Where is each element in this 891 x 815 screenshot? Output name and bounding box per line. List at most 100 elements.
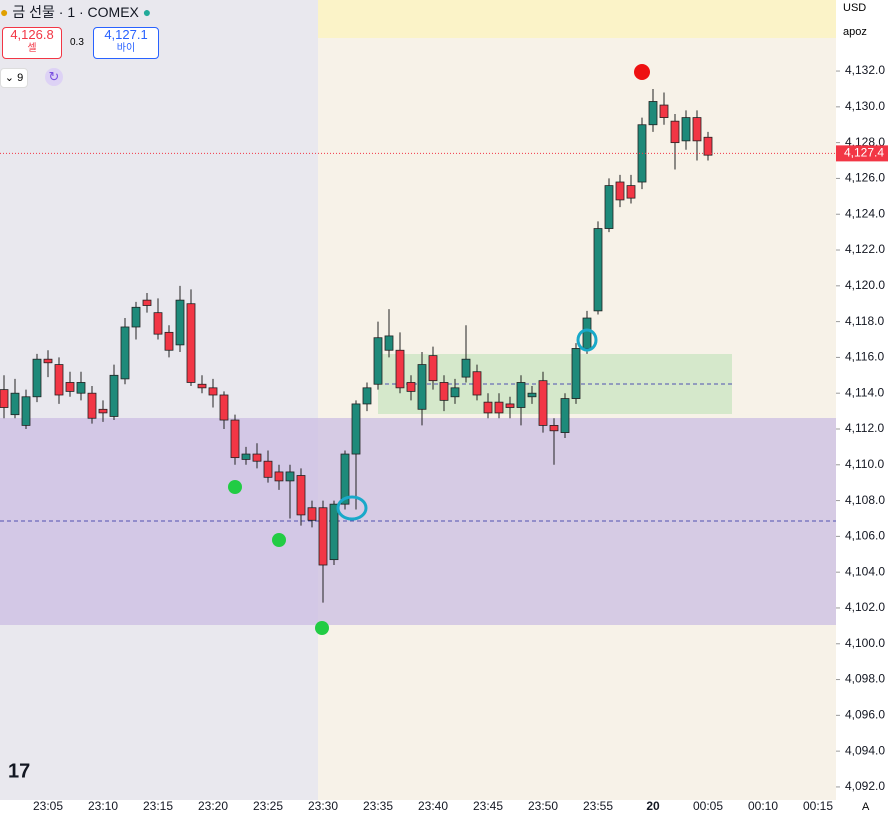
x-tick-label: 23:35	[363, 799, 393, 813]
candle-body	[505, 403, 515, 408]
y-tick-label: 4,118.0	[845, 314, 884, 328]
x-tick-label: 23:10	[88, 799, 118, 813]
candle-body	[395, 349, 405, 389]
candle-body	[703, 136, 713, 156]
y-tick-label: 4,100.0	[845, 636, 885, 650]
sell-label: 셀	[27, 43, 37, 54]
y-tick-label: 4,124.0	[845, 206, 885, 220]
candle-body	[582, 317, 592, 349]
candle-body	[417, 364, 427, 410]
x-tick-label: 20	[646, 799, 660, 813]
candle-body	[560, 398, 570, 433]
currency[interactable]: USD	[843, 2, 867, 14]
candle-body	[10, 392, 20, 416]
candle-body	[351, 403, 361, 455]
x-tick-label: 23:20	[198, 799, 228, 813]
y-tick-label: 4,116.0	[845, 350, 884, 364]
x-tick-label: 00:10	[748, 799, 778, 813]
candle-body	[142, 299, 152, 306]
icon: ●	[0, 4, 9, 20]
candle-body	[494, 401, 504, 414]
candle-body	[681, 117, 691, 142]
candle-body	[461, 358, 471, 378]
candle-body	[54, 364, 64, 396]
buy-button[interactable]: 4,127.1 바이	[93, 27, 159, 59]
y-tick-label: 4,108.0	[845, 493, 885, 507]
candle-body	[472, 371, 482, 396]
candle-body	[571, 348, 581, 399]
y-tick-label: 4,126.0	[845, 171, 885, 185]
sell-button[interactable]: 4,126.8 셀	[2, 27, 62, 59]
buy-label: 바이	[116, 43, 136, 54]
candle-body	[120, 326, 130, 380]
signal-ring	[336, 495, 368, 521]
candle-body	[527, 392, 537, 398]
candle-body	[263, 460, 273, 478]
scale-menu[interactable]: apoz	[843, 26, 867, 38]
candle-body	[252, 453, 262, 462]
candle-body	[164, 331, 174, 351]
y-tick-label: 4,120.0	[845, 278, 885, 292]
plot-area	[0, 88, 836, 603]
x-tick-label: 23:45	[473, 799, 503, 813]
candle-body	[43, 358, 53, 364]
candle-body	[659, 104, 669, 118]
candle-body	[648, 101, 658, 126]
candle-body	[373, 337, 383, 385]
candle-body	[483, 401, 493, 414]
x-tick-label: 23:25	[253, 799, 283, 813]
candle-body	[307, 507, 317, 521]
candle-body	[329, 503, 339, 561]
x-tick-label: 23:55	[583, 799, 613, 813]
candle-body	[549, 425, 559, 432]
badge: 9	[17, 72, 24, 84]
x-tick-label: 00:15	[803, 799, 833, 813]
candle-body	[340, 453, 350, 505]
y-tick-label: 4,114.0	[845, 385, 884, 399]
y-tick-label: 4,104.0	[845, 564, 885, 578]
signal-dot	[315, 621, 329, 635]
candle-body	[32, 358, 42, 398]
y-tick-label: 4,110.0	[845, 457, 884, 471]
candle-body	[0, 389, 9, 408]
indicator-toggle[interactable]: ⌄ 9	[0, 68, 28, 88]
x-tick-label: 23:30	[308, 799, 338, 813]
session-shade	[0, 0, 318, 800]
title: 금 선물 · 1 · COMEX	[12, 4, 139, 20]
x-tick-label: 23:50	[528, 799, 558, 813]
status: ●	[142, 4, 152, 20]
candle-body	[450, 387, 460, 398]
logo: 17	[8, 760, 30, 782]
candle-body	[21, 396, 31, 426]
candle-body	[87, 392, 97, 419]
y-tick-label: 4,092.0	[845, 779, 885, 793]
refresh-button[interactable]: ↻	[45, 68, 63, 86]
y-tick-label: 4,096.0	[845, 708, 885, 722]
x-tick-label: 00:05	[693, 799, 723, 813]
candle-body	[65, 382, 75, 392]
candle-body	[692, 117, 702, 142]
candle-body	[538, 380, 548, 426]
candle-body	[626, 185, 636, 199]
candle-body	[516, 382, 526, 408]
candle-body	[406, 382, 416, 392]
auto-scale[interactable]: A	[862, 801, 870, 813]
signal-dot	[272, 533, 286, 547]
time-axis	[0, 800, 836, 815]
axes: 4,092.0 4,094.0 4,096.0 4,098.0 4,100.0 4,102…	[33, 63, 888, 813]
sell-price: 4,126.8	[10, 27, 54, 42]
candle-body	[274, 471, 284, 482]
signal-ring	[576, 328, 598, 352]
price-axis	[836, 0, 891, 815]
candle-body	[153, 312, 163, 335]
candle-body	[219, 394, 229, 421]
candle-body	[362, 387, 372, 405]
candle-body	[428, 355, 438, 382]
candle-body	[175, 299, 185, 346]
y-tick-label: 4,102.0	[845, 600, 885, 614]
signal-dot	[634, 64, 650, 80]
y-tick-label: 4,128.0	[845, 135, 885, 149]
candle-body	[615, 181, 625, 201]
